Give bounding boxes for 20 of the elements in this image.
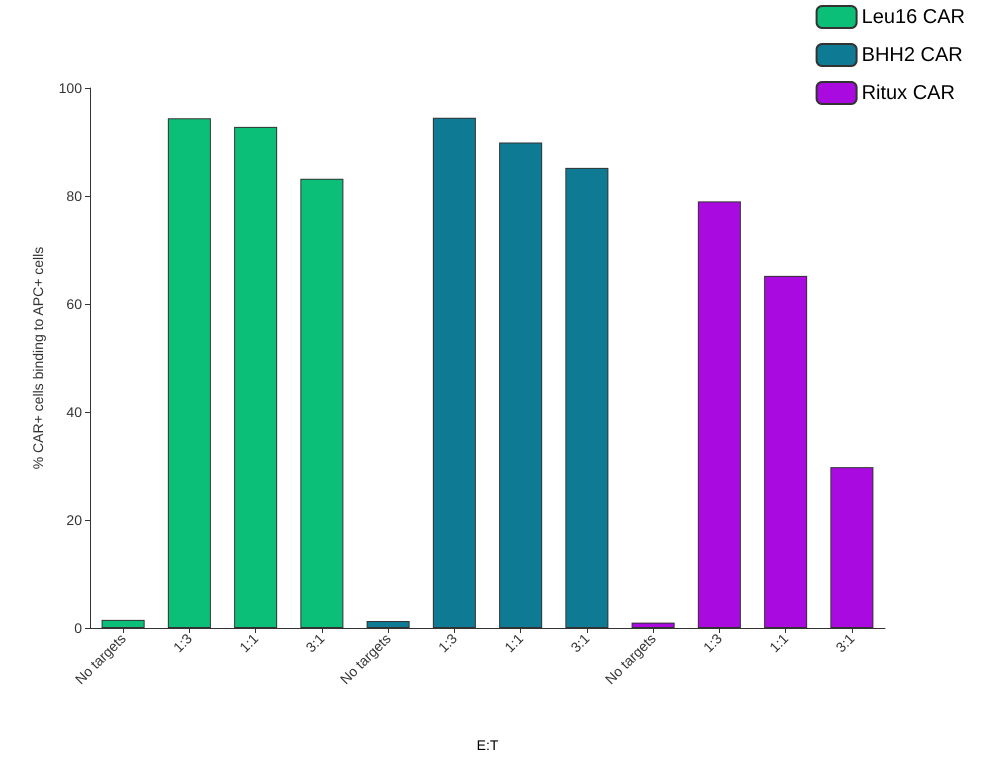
y-tick-label: 0: [74, 620, 82, 636]
y-tick-label: 20: [66, 512, 82, 528]
x-axis-title: E:T: [476, 737, 499, 753]
y-tick-label: 80: [66, 188, 82, 204]
x-tick-label: 1:1: [766, 630, 792, 656]
x-tick-label: 1:1: [501, 630, 526, 656]
y-tick-label: 100: [58, 80, 82, 96]
legend-label: BHH2 CAR: [862, 44, 963, 66]
x-tick-label: 3:1: [832, 630, 858, 656]
x-tick-label: 3:1: [567, 630, 593, 656]
x-tick-label: 1:3: [434, 630, 460, 656]
y-tick-label: 40: [66, 404, 82, 420]
legend-label: Leu16 CAR: [862, 6, 966, 28]
x-tick-label: 1:3: [170, 630, 196, 656]
x-tick-label: 1:1: [236, 630, 262, 656]
x-tick-label: 3:1: [302, 630, 328, 656]
y-tick-label: 60: [66, 296, 82, 312]
y-axis-title: % CAR+ cells binding to APC+ cells: [30, 246, 46, 470]
x-tick-label: 1:3: [700, 630, 726, 656]
legend-label: Ritux CAR: [862, 82, 955, 104]
